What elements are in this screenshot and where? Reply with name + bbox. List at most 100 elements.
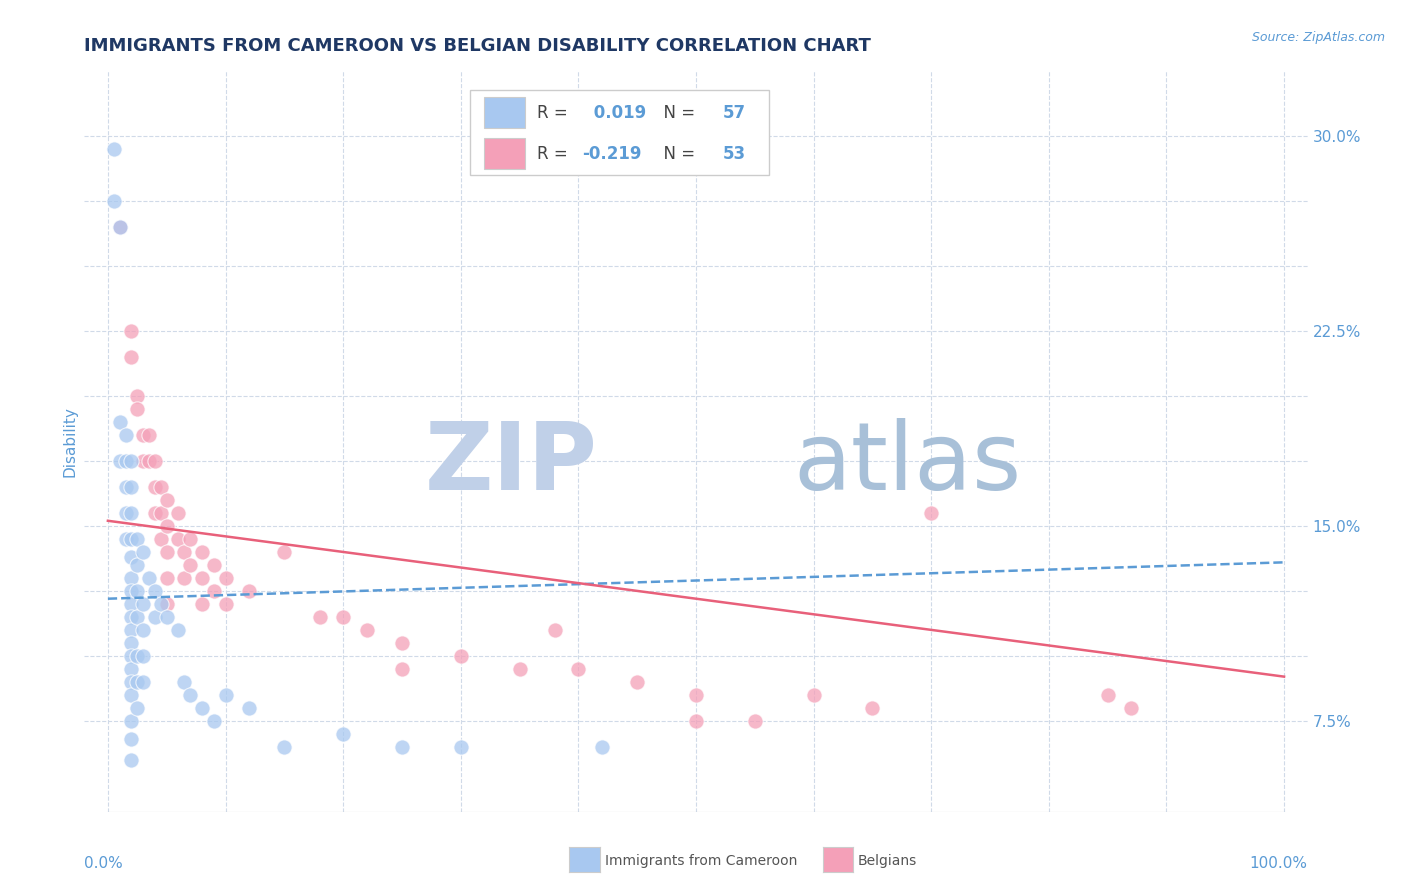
Text: 100.0%: 100.0% [1250, 856, 1308, 871]
Point [127, 558, 149, 572]
Point [120, 532, 142, 546]
Point [132, 545, 155, 559]
Text: 0.019: 0.019 [588, 103, 647, 122]
Point [143, 454, 166, 468]
Point [156, 519, 179, 533]
Point [173, 674, 195, 689]
Point [138, 571, 160, 585]
Point [120, 688, 142, 702]
Point [214, 597, 236, 611]
Text: -0.219: -0.219 [582, 145, 641, 162]
Point [179, 532, 201, 546]
Point [127, 389, 149, 403]
Text: atlas: atlas [794, 417, 1022, 509]
Point [120, 623, 142, 637]
Point [143, 480, 166, 494]
Point [127, 610, 149, 624]
Point [120, 648, 142, 663]
Point [149, 506, 172, 520]
Point [191, 597, 214, 611]
Text: Belgians: Belgians [858, 854, 917, 868]
Point [120, 610, 142, 624]
Point [214, 571, 236, 585]
Point [273, 739, 295, 754]
Point [132, 648, 155, 663]
Point [860, 701, 883, 715]
Point [567, 662, 589, 676]
Point [127, 583, 149, 598]
Point [167, 623, 190, 637]
Point [108, 454, 131, 468]
Point [591, 739, 613, 754]
Point [132, 674, 155, 689]
Text: N =: N = [654, 103, 700, 122]
Text: R =: R = [537, 103, 574, 122]
Text: R =: R = [537, 145, 574, 162]
Point [149, 532, 172, 546]
Point [127, 701, 149, 715]
Point [273, 545, 295, 559]
Point [238, 701, 260, 715]
Point [544, 623, 567, 637]
FancyBboxPatch shape [484, 138, 524, 169]
Point [120, 324, 142, 338]
Point [173, 571, 195, 585]
Point [179, 558, 201, 572]
Point [114, 454, 136, 468]
Point [138, 454, 160, 468]
Point [120, 636, 142, 650]
Point [127, 648, 149, 663]
Point [391, 662, 413, 676]
Point [120, 731, 142, 746]
Point [191, 701, 214, 715]
Point [509, 662, 531, 676]
Point [120, 454, 142, 468]
Point [120, 662, 142, 676]
Point [156, 597, 179, 611]
Point [214, 688, 236, 702]
Point [138, 428, 160, 442]
Point [114, 480, 136, 494]
Text: IMMIGRANTS FROM CAMEROON VS BELGIAN DISABILITY CORRELATION CHART: IMMIGRANTS FROM CAMEROON VS BELGIAN DISA… [84, 37, 872, 54]
Point [149, 480, 172, 494]
Point [120, 480, 142, 494]
Text: 57: 57 [723, 103, 747, 122]
Text: Immigrants from Cameroon: Immigrants from Cameroon [605, 854, 797, 868]
Point [120, 714, 142, 728]
Point [120, 571, 142, 585]
Point [191, 545, 214, 559]
Point [191, 571, 214, 585]
Point [332, 610, 354, 624]
Point [450, 648, 472, 663]
Point [127, 402, 149, 417]
Point [685, 714, 707, 728]
Point [1097, 688, 1119, 702]
Point [114, 532, 136, 546]
Point [202, 583, 225, 598]
Point [803, 688, 825, 702]
Text: ZIP: ZIP [425, 417, 598, 509]
Point [391, 636, 413, 650]
Point [127, 674, 149, 689]
Point [685, 688, 707, 702]
Point [156, 610, 179, 624]
Point [108, 220, 131, 235]
Point [202, 714, 225, 728]
Point [120, 674, 142, 689]
Point [132, 454, 155, 468]
Point [143, 506, 166, 520]
Point [120, 753, 142, 767]
Point [132, 597, 155, 611]
Point [120, 350, 142, 364]
Point [120, 597, 142, 611]
Point [143, 583, 166, 598]
Point [103, 194, 125, 209]
Point [238, 583, 260, 598]
Point [1121, 701, 1143, 715]
Text: 53: 53 [723, 145, 747, 162]
Point [356, 623, 378, 637]
FancyBboxPatch shape [470, 90, 769, 175]
Point [167, 532, 190, 546]
Point [920, 506, 942, 520]
Point [744, 714, 766, 728]
